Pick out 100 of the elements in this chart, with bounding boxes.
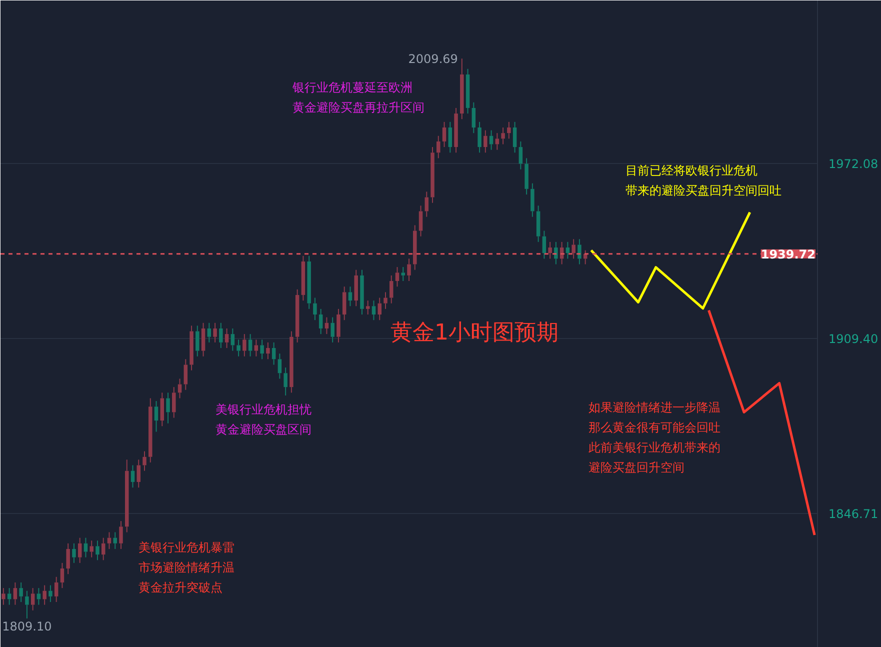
candlestick (242, 334, 246, 357)
candlestick (389, 274, 394, 304)
candlestick (378, 297, 382, 321)
annotation: 黄金避险买盘区间 (216, 422, 312, 436)
candlestick (472, 102, 476, 134)
candlestick (448, 121, 452, 154)
candlestick (201, 322, 206, 357)
ref-line-label: 1939.72 (760, 247, 816, 262)
candlestick (7, 588, 12, 606)
candlestick (407, 258, 411, 282)
annotation: 避险买盘回升空间 (588, 460, 684, 474)
candlestick (307, 255, 311, 310)
candlestick (372, 300, 376, 321)
candlestick (148, 398, 152, 463)
candlestick (60, 562, 64, 589)
annotation: 银行业危机蔓延至欧洲 (292, 80, 412, 94)
candlestick (284, 367, 288, 396)
candlestick (384, 292, 388, 310)
candlestick (107, 532, 112, 550)
candlestick (572, 238, 576, 260)
candlestick (119, 520, 123, 550)
candlestick (260, 339, 264, 360)
candlestick (536, 205, 540, 242)
candlestick (554, 241, 558, 265)
candlestick (184, 358, 188, 390)
candlestick (272, 342, 276, 366)
candlestick (412, 224, 417, 270)
line-series (708, 309, 816, 536)
candlestick (495, 132, 500, 150)
annotation: 美银行业危机担忧 (216, 402, 312, 416)
candlestick (436, 135, 440, 159)
candlestick (54, 576, 58, 603)
candlestick (348, 286, 352, 307)
line-series (590, 211, 752, 310)
candlestick (166, 392, 170, 424)
candlestick (295, 288, 300, 343)
candlestick (501, 127, 505, 145)
candlestick (442, 121, 446, 148)
candlestick (336, 308, 340, 343)
annotation: 黄金拉升突破点 (138, 580, 222, 594)
candlestick (290, 330, 294, 394)
annotation: 此前美银行业危机带来的 (588, 440, 720, 454)
candlestick (254, 339, 258, 357)
candlestick (101, 537, 106, 561)
candlestick (72, 542, 76, 564)
candlestick (19, 582, 23, 603)
candlestick (66, 542, 70, 575)
candlestick (484, 130, 488, 154)
candlestick (518, 140, 523, 170)
candlestick (401, 266, 406, 282)
candlestick (248, 334, 252, 357)
annotation: 如果避险情绪进一步降温 (588, 400, 720, 414)
y-tick-label: 1846.71 (828, 506, 878, 521)
candlestick (548, 241, 552, 260)
candlestick (466, 68, 470, 114)
candlestick (160, 392, 164, 427)
annotation: 2009.69 (408, 52, 458, 66)
candlestick (130, 464, 135, 488)
candlestick (154, 400, 158, 432)
candlestick (36, 588, 41, 606)
candlestick (90, 540, 94, 558)
candlestick (360, 269, 364, 316)
candlestick (578, 238, 582, 265)
candlestick (230, 328, 235, 352)
candlestick (219, 322, 223, 349)
candlestick (542, 230, 546, 260)
candlestick (142, 450, 146, 472)
candlestick (136, 459, 141, 488)
candlestick (330, 316, 334, 343)
candlestick (530, 182, 534, 218)
annotation: 那么黄金很有可能会回吐 (588, 420, 720, 434)
candlestick (207, 322, 212, 343)
candlestick (236, 339, 240, 357)
candlestick (354, 269, 358, 307)
annotation: 1809.10 (2, 619, 52, 634)
candlestick (324, 316, 329, 335)
candlestick (342, 286, 346, 321)
candlestick (78, 537, 82, 564)
candlestick (2, 588, 6, 606)
candlestick (25, 590, 29, 619)
candlestick (301, 255, 306, 302)
candlestick (96, 540, 100, 561)
candlestick (366, 300, 370, 316)
candlestick (478, 121, 482, 154)
candlestick (30, 588, 35, 611)
candlestick (318, 308, 323, 335)
candlestick (224, 328, 229, 349)
annotation: 目前已经将欧银行业危机 (626, 164, 758, 178)
annotation: 黄金避险买盘再拉升区间 (292, 100, 424, 114)
candlestick (395, 266, 400, 288)
annotation: 市场避险情绪升温 (138, 560, 234, 574)
candlestick (430, 146, 434, 204)
candlestick (524, 158, 528, 195)
candlestick (512, 121, 517, 154)
candlestick (113, 532, 117, 550)
candlestick (566, 241, 570, 260)
candlestick (454, 107, 458, 154)
annotation: 带来的避险买盘回升空间回吐 (626, 184, 782, 198)
candlestick (313, 297, 317, 321)
candlestick (84, 537, 88, 558)
